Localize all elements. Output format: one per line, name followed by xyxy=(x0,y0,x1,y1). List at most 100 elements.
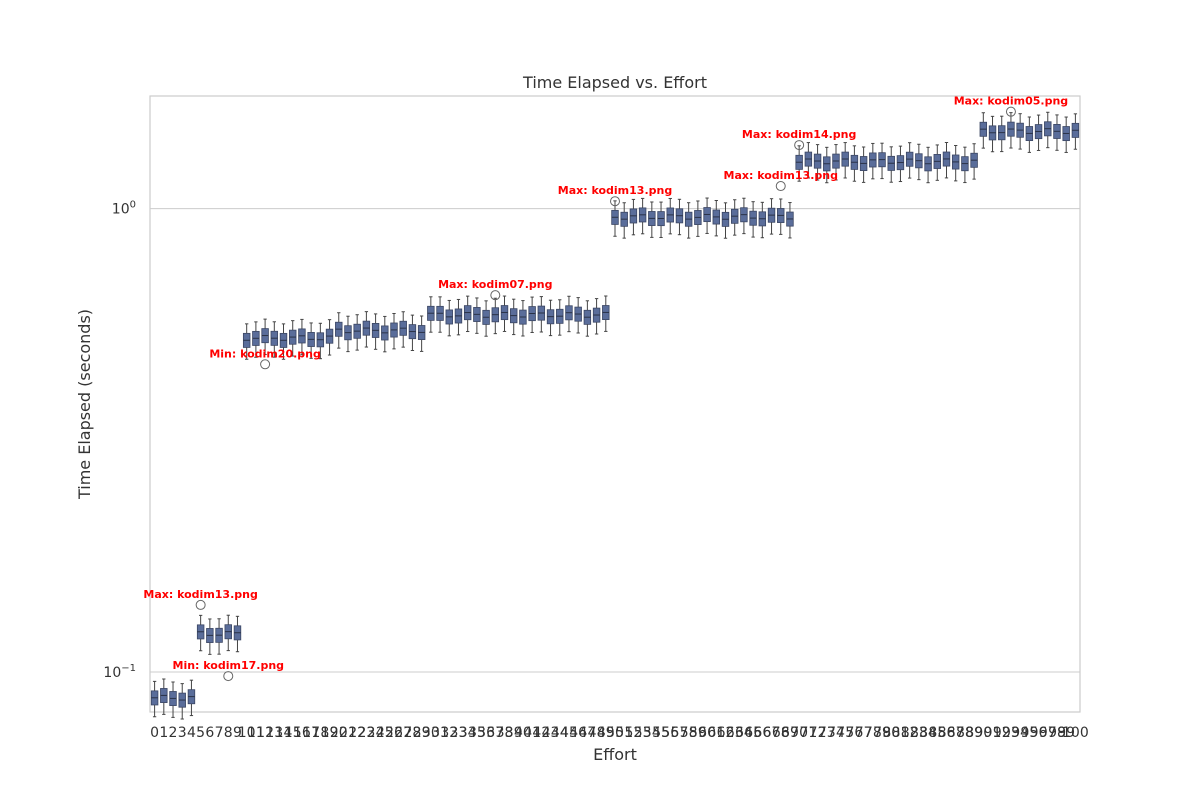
x-tick-label: 35 xyxy=(468,725,486,741)
x-tick-label: 72 xyxy=(809,725,827,741)
box-effort-85 xyxy=(933,144,941,181)
x-tick-label: 62 xyxy=(717,725,735,741)
x-axis-ticks: 0 1 2 3 4 5 6 7 8 9101112131415161718192021222324… xyxy=(150,725,1089,741)
x-tick-label: 44 xyxy=(551,725,569,741)
box-effort-78 xyxy=(869,142,877,180)
x-tick-label: 81 xyxy=(892,725,910,741)
box-effort-67 xyxy=(767,198,776,235)
x-tick-label: 46 xyxy=(569,725,587,741)
x-tick-label: 76 xyxy=(845,725,863,741)
box-effort-63 xyxy=(730,199,739,236)
x-tick-label: 42 xyxy=(532,725,550,741)
x-tick-label: 65 xyxy=(744,725,762,741)
x-tick-label: 74 xyxy=(827,725,845,741)
box-effort-19 xyxy=(325,319,334,356)
x-tick-label: 54 xyxy=(643,725,661,741)
x-tick-label: 67 xyxy=(763,725,781,741)
box-effort-70 xyxy=(795,145,803,182)
x-tick-label: 16 xyxy=(293,725,311,741)
x-tick-label: 13 xyxy=(265,725,283,741)
box-effort-86 xyxy=(942,142,951,179)
x-tick-label: 43 xyxy=(542,725,560,741)
x-tick-label: 10 xyxy=(238,725,256,741)
x-tick-label: 48 xyxy=(588,725,606,741)
box-effort-58 xyxy=(684,202,693,239)
box-effort-17 xyxy=(307,322,315,359)
box-effort-84 xyxy=(924,146,932,184)
box-effort-7 xyxy=(215,618,223,655)
x-tick-label: 51 xyxy=(615,725,633,741)
x-tick-label: 57 xyxy=(671,725,689,741)
box-effort-32 xyxy=(445,299,453,337)
x-tick-label: 23 xyxy=(357,725,375,741)
box-effort-73 xyxy=(823,146,831,184)
box-effort-16 xyxy=(298,318,306,356)
x-tick-label: 59 xyxy=(689,725,707,741)
box-effort-79 xyxy=(878,142,886,180)
outlier-point xyxy=(260,359,271,370)
box-effort-34 xyxy=(463,295,472,333)
x-tick-label: 41 xyxy=(523,725,541,741)
box-effort-90 xyxy=(979,112,988,149)
x-tick-label: 32 xyxy=(440,725,458,741)
box-effort-80 xyxy=(887,146,895,183)
x-tick-label: 91 xyxy=(984,725,1002,741)
x-tick-label: 84 xyxy=(919,725,937,741)
box-effort-95 xyxy=(1025,116,1034,153)
x-tick-label: 60 xyxy=(698,725,716,741)
box-effort-5 xyxy=(196,614,205,652)
box-effort-49 xyxy=(602,295,610,332)
x-tick-label: 50 xyxy=(606,725,624,741)
box-effort-3 xyxy=(178,683,186,720)
box-effort-36 xyxy=(482,300,490,337)
x-tick-label: 39 xyxy=(505,725,523,741)
x-tick-label: 89 xyxy=(965,725,983,741)
box-effort-33 xyxy=(454,298,463,336)
box-effort-59 xyxy=(694,200,702,237)
box-effort-64 xyxy=(740,197,748,235)
x-tick-label: 19 xyxy=(321,725,339,741)
box-effort-38 xyxy=(500,295,509,332)
x-tick-label: 31 xyxy=(431,725,449,741)
box-effort-44 xyxy=(556,299,564,336)
box-effort-98 xyxy=(1053,114,1061,151)
x-tick-label: 53 xyxy=(634,725,652,741)
x-tick-label: 85 xyxy=(928,725,946,741)
x-tick-label: 40 xyxy=(514,725,532,741)
box-effort-14 xyxy=(279,323,288,360)
x-tick-label: 99 xyxy=(1057,725,1075,741)
box-effort-87 xyxy=(951,144,960,182)
x-tick-label: 27 xyxy=(394,725,412,741)
box-effort-48 xyxy=(592,298,601,335)
box-effort-6 xyxy=(206,618,214,655)
x-tick-label: 37 xyxy=(486,725,504,741)
x-tick-label: 9 xyxy=(233,725,242,741)
box-effort-1 xyxy=(160,678,168,715)
box-effort-10 xyxy=(242,323,251,360)
box-effort-61 xyxy=(712,199,721,237)
box-effort-52 xyxy=(629,198,638,236)
annotation-label: Max: kodim05.png xyxy=(954,95,1068,108)
x-tick-label: 88 xyxy=(956,725,974,741)
x-tick-label: 87 xyxy=(947,725,965,741)
annotation-label: Max: kodim07.png xyxy=(438,278,552,291)
x-tick-label: 4 xyxy=(187,725,196,741)
box-effort-55 xyxy=(657,201,665,238)
outlier-point xyxy=(794,140,805,151)
box-effort-20 xyxy=(335,312,343,349)
box-effort-28 xyxy=(408,314,417,352)
outlier-point xyxy=(610,196,620,207)
annotation-label: Max: kodim13.png xyxy=(724,169,838,182)
x-tick-label: 14 xyxy=(275,725,293,741)
box-effort-91 xyxy=(988,115,997,153)
annotation-label: Min: kodim20.png xyxy=(209,347,321,360)
box-effort-96 xyxy=(1034,114,1043,151)
box-effort-99 xyxy=(1062,116,1070,153)
x-tick-label: 96 xyxy=(1030,725,1048,741)
x-tick-label: 63 xyxy=(726,725,744,741)
box-effort-46 xyxy=(574,297,582,334)
x-tick-label: 6 xyxy=(205,725,214,741)
box-effort-47 xyxy=(583,300,592,337)
